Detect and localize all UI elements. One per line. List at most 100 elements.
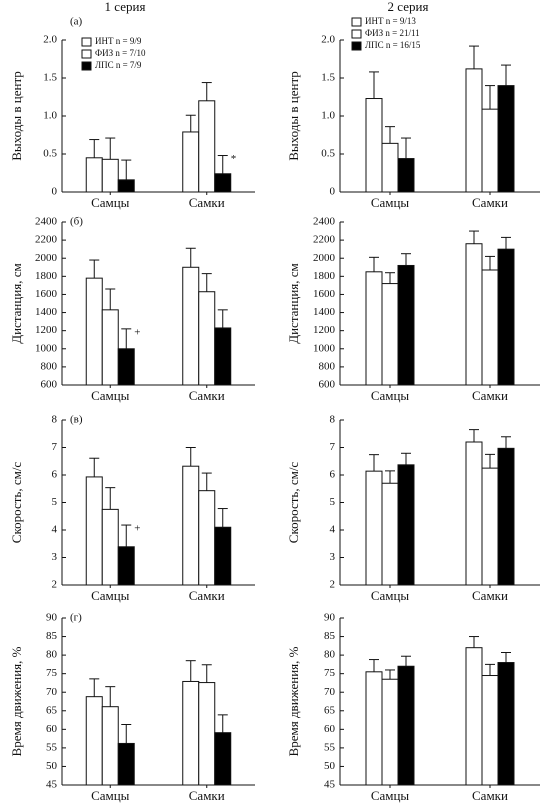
y-tick-label: 2000 <box>35 252 58 264</box>
y-tick-label: 4 <box>330 524 336 536</box>
y-axis-label: Время движения, % <box>9 646 24 756</box>
y-tick-label: 0.5 <box>321 148 335 160</box>
y-tick-label: 8 <box>330 414 336 426</box>
y-tick-label: 0 <box>52 186 58 198</box>
x-tick-label: Самки <box>472 588 508 603</box>
x-tick-label: Самцы <box>371 588 410 603</box>
legend-swatch <box>351 17 362 27</box>
y-tick-label: 70 <box>324 686 336 698</box>
bar <box>214 173 232 193</box>
y-tick-label: 1000 <box>313 342 336 354</box>
y-tick-label: 1600 <box>313 288 336 300</box>
y-tick-label: 2400 <box>313 216 336 228</box>
bar <box>117 546 135 586</box>
y-tick-label: 5 <box>52 496 58 508</box>
x-tick-label: Самки <box>472 388 508 403</box>
bar <box>198 291 216 386</box>
x-tick-label: Самцы <box>371 388 410 403</box>
y-tick-label: 60 <box>324 723 336 735</box>
legend-swatch <box>81 49 92 59</box>
bar <box>198 682 216 786</box>
y-tick-label: 85 <box>324 630 336 642</box>
y-tick-label: 4 <box>52 524 58 536</box>
y-tick-label: 1800 <box>313 270 336 282</box>
y-tick-label: 600 <box>41 379 58 391</box>
bar <box>497 248 515 386</box>
y-tick-label: 800 <box>319 360 336 372</box>
y-tick-label: 1200 <box>313 324 336 336</box>
bar <box>117 742 135 786</box>
y-tick-label: 1.5 <box>321 72 335 84</box>
y-tick-label: 45 <box>46 779 58 791</box>
y-tick-label: 6 <box>52 469 58 481</box>
x-tick-label: Самцы <box>371 788 410 803</box>
bar <box>101 158 119 193</box>
legend-label: ИНТ n = 9/9 <box>95 36 142 46</box>
legend-swatch <box>81 37 92 47</box>
y-tick-label: 2.0 <box>321 34 335 46</box>
x-tick-label: Самцы <box>91 588 130 603</box>
x-tick-label: Самцы <box>91 388 130 403</box>
y-axis-label: Скорость, см/с <box>286 462 301 544</box>
bar <box>397 665 415 786</box>
bar <box>198 100 216 193</box>
x-tick-label: Самки <box>189 195 225 210</box>
y-tick-label: 7 <box>52 441 58 453</box>
x-tick-label: Самки <box>189 388 225 403</box>
bar <box>397 464 415 586</box>
bar <box>101 508 119 586</box>
column-title: 2 серия <box>388 0 429 14</box>
bar <box>365 470 383 586</box>
bar <box>85 277 103 386</box>
y-tick-label: 2000 <box>313 252 336 264</box>
x-tick-label: Самки <box>189 788 225 803</box>
y-tick-label: 55 <box>324 741 336 753</box>
y-axis-label: Дистанция, см <box>286 263 301 344</box>
y-tick-label: 50 <box>324 760 336 772</box>
y-tick-label: 600 <box>319 379 336 391</box>
bar <box>85 476 103 586</box>
bar <box>182 465 200 586</box>
legend-swatch <box>351 29 362 39</box>
legend-label: ЛПС n = 7/9 <box>95 60 142 70</box>
panel-label: (г) <box>70 612 82 624</box>
y-tick-label: 55 <box>46 741 58 753</box>
bar <box>365 271 383 386</box>
y-tick-label: 80 <box>324 649 336 661</box>
y-axis-label: Дистанция, см <box>9 263 24 344</box>
legend-label: ЛПС n = 16/15 <box>365 40 421 50</box>
y-tick-label: 2400 <box>35 216 58 228</box>
bar <box>117 179 135 193</box>
y-axis-label: Выходы в центр <box>286 71 301 161</box>
bar <box>465 68 483 193</box>
legend-swatch <box>351 41 362 51</box>
y-tick-label: 800 <box>41 360 58 372</box>
bar <box>397 264 415 386</box>
x-tick-label: Самки <box>189 588 225 603</box>
bar <box>481 108 499 193</box>
y-tick-label: 65 <box>46 704 58 716</box>
y-tick-label: 2 <box>52 579 58 591</box>
y-tick-label: 2.0 <box>43 34 57 46</box>
bar <box>101 706 119 786</box>
y-tick-label: 90 <box>324 612 336 624</box>
y-tick-label: 1000 <box>35 342 58 354</box>
bar <box>365 671 383 786</box>
legend-label: ИНТ n = 9/13 <box>365 16 416 26</box>
bar <box>497 447 515 586</box>
y-tick-label: 1800 <box>35 270 58 282</box>
bar <box>101 309 119 386</box>
y-tick-label: 1400 <box>313 306 336 318</box>
y-tick-label: 2200 <box>35 234 58 246</box>
panel-label: (в) <box>70 414 83 426</box>
y-tick-label: 75 <box>324 667 336 679</box>
y-axis-label: Скорость, см/с <box>9 462 24 544</box>
y-tick-label: 1600 <box>35 288 58 300</box>
y-tick-label: 1200 <box>35 324 58 336</box>
bar <box>397 158 415 193</box>
bar <box>214 526 232 586</box>
y-tick-label: 80 <box>46 649 58 661</box>
y-tick-label: 70 <box>46 686 58 698</box>
y-tick-label: 7 <box>330 441 336 453</box>
bar <box>85 157 103 193</box>
